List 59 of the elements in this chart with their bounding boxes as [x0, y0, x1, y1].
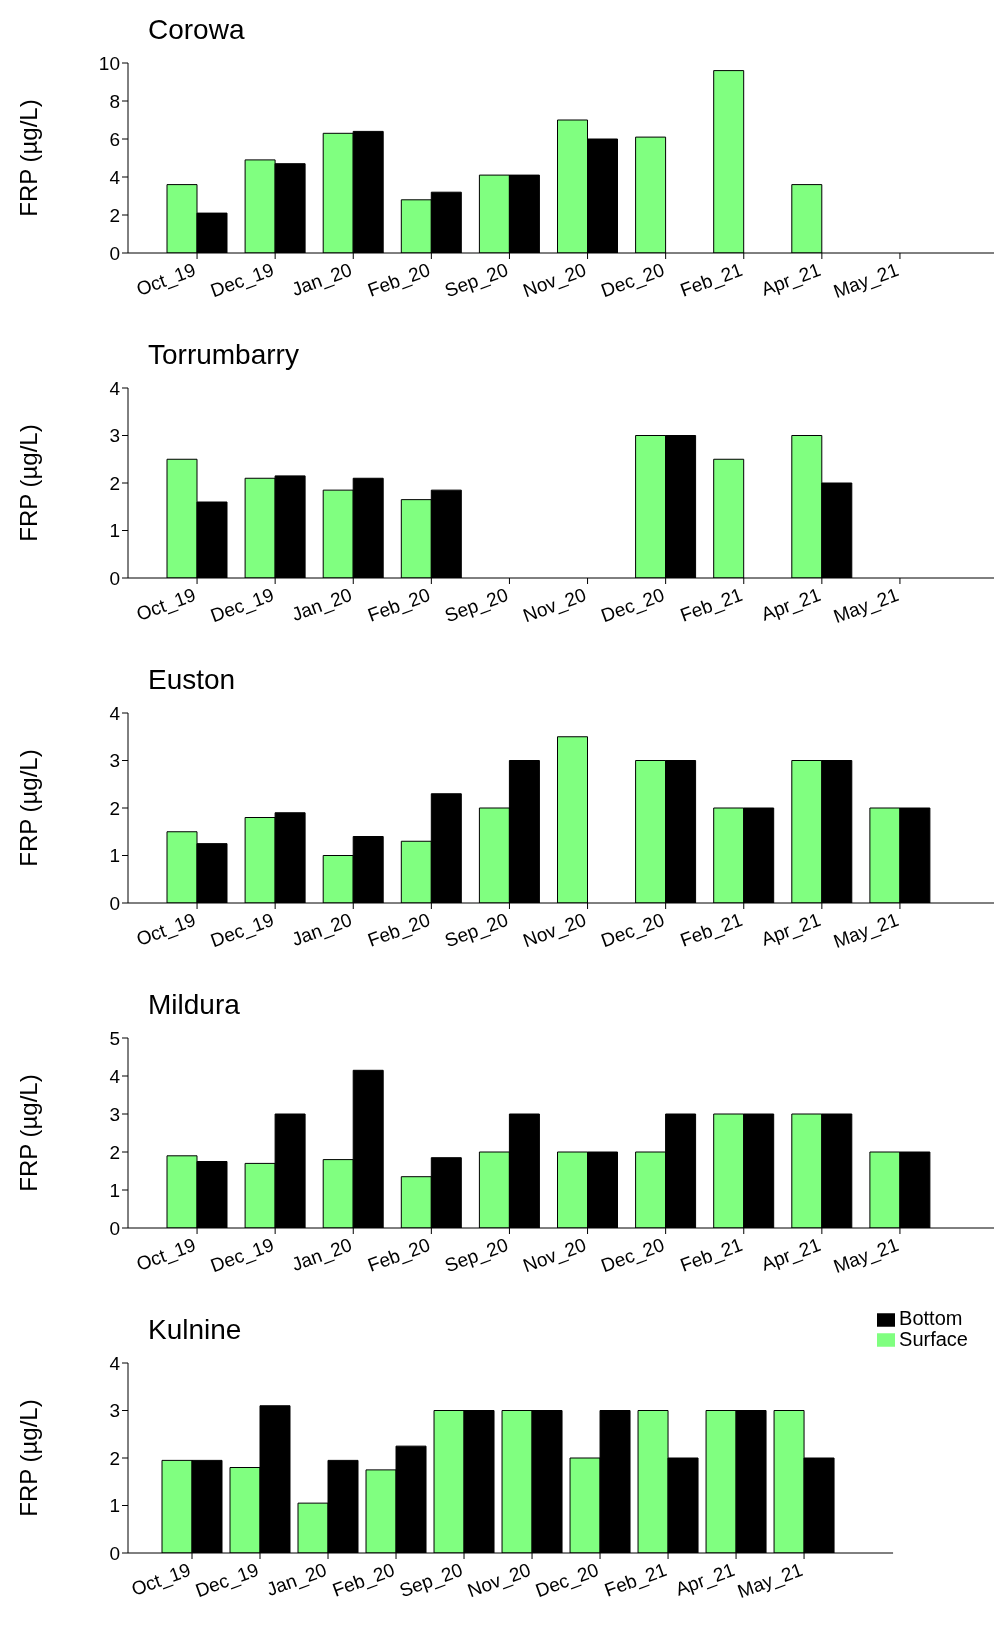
x-tick-label: Apr_21: [758, 584, 824, 626]
y-tick-label: 4: [109, 1065, 121, 1087]
y-tick-label: 1: [109, 1495, 120, 1517]
y-tick-label: 1: [109, 1179, 120, 1201]
x-tick-label: Oct_19: [133, 584, 199, 626]
x-tick-label: Sep_20: [442, 909, 512, 953]
x-tick-label: Apr_21: [758, 909, 824, 951]
x-tick-label: Oct_19: [133, 1234, 199, 1276]
y-tick-label: 4: [109, 377, 121, 399]
x-tick-label: Jan_20: [288, 909, 355, 952]
x-tick-label: Sep_20: [442, 259, 512, 303]
x-tick-label: Jan_20: [288, 584, 355, 627]
x-tick-label: Sep_20: [442, 1234, 512, 1278]
y-tick-label: 3: [109, 1103, 120, 1125]
x-tick-label: Jan_20: [263, 1559, 330, 1602]
y-tick-label: 0: [109, 567, 120, 589]
y-tick-label: 1: [109, 520, 120, 542]
y-tick-label: 4: [109, 702, 121, 724]
y-tick-label: 2: [109, 1141, 120, 1163]
y-axis-title: FRP (µg/L): [14, 749, 42, 867]
x-tick-label: Jan_20: [288, 1234, 355, 1277]
legend-label: Surface: [899, 1327, 968, 1350]
y-tick-label: 3: [109, 425, 120, 447]
x-tick-label: Jan_20: [288, 259, 355, 302]
y-axis-title: FRP (µg/L): [14, 1399, 42, 1517]
x-tick-label: Oct_19: [128, 1559, 194, 1601]
y-tick-label: 0: [109, 242, 120, 264]
y-tick-label: 0: [109, 1542, 120, 1564]
chart-title: Mildura: [148, 989, 240, 1021]
y-axis-title: FRP (µg/L): [14, 99, 42, 217]
y-tick-label: 0: [109, 1217, 120, 1239]
y-tick-label: 6: [109, 128, 120, 150]
x-tick-label: Sep_20: [442, 584, 512, 628]
y-tick-label: 2: [109, 472, 120, 494]
y-tick-label: 5: [109, 1027, 120, 1049]
legend-label: Bottom: [899, 1307, 963, 1329]
y-tick-label: 4: [109, 1352, 121, 1374]
y-tick-label: 1: [109, 845, 120, 867]
y-tick-label: 0: [109, 892, 120, 914]
y-tick-label: 2: [109, 204, 120, 226]
y-tick-label: 8: [109, 90, 120, 112]
y-axis-title: FRP (µg/L): [14, 1074, 42, 1192]
y-tick-label: 4: [109, 166, 121, 188]
x-tick-label: Apr_21: [758, 259, 824, 301]
x-tick-label: Apr_21: [672, 1559, 738, 1601]
x-tick-label: Oct_19: [133, 909, 199, 951]
x-tick-label: Oct_19: [133, 259, 199, 301]
chart-title: Kulnine: [148, 1314, 242, 1346]
y-tick-label: 10: [98, 52, 120, 74]
x-tick-label: Apr_21: [758, 1234, 824, 1276]
chart-title: Corowa: [148, 14, 245, 46]
y-tick-label: 2: [109, 1447, 120, 1469]
y-axis-title: FRP (µg/L): [14, 424, 42, 542]
y-tick-label: 2: [109, 797, 120, 819]
chart-title: Torrumbarry: [148, 339, 299, 371]
chart-title: Euston: [148, 664, 236, 696]
y-tick-label: 3: [109, 750, 120, 772]
y-tick-label: 3: [109, 1400, 120, 1422]
x-tick-label: Sep_20: [396, 1559, 466, 1603]
